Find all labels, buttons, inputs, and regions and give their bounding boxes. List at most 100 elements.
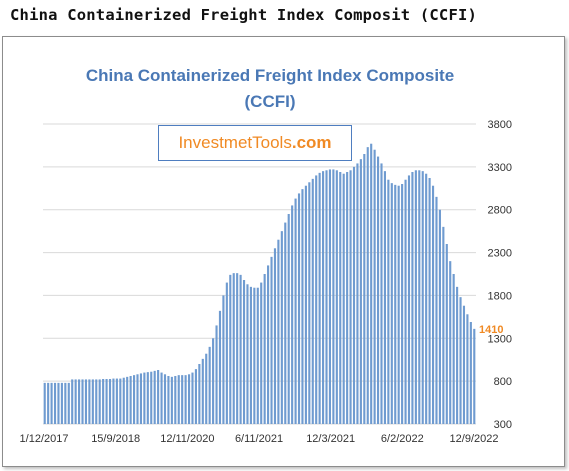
bar (469, 322, 472, 424)
bar (108, 379, 112, 424)
x-tick-label: 12/11/2020 (160, 433, 214, 445)
y-tick-label: 1800 (488, 290, 512, 302)
bar (88, 379, 91, 424)
y-tick-label: 3300 (488, 162, 512, 174)
bar (466, 314, 469, 424)
bar (462, 305, 466, 424)
bar (346, 172, 349, 424)
bar (407, 175, 411, 424)
bar (445, 244, 448, 424)
bar (98, 379, 101, 424)
bar (315, 175, 318, 424)
bar (163, 374, 167, 424)
bar (352, 166, 356, 424)
bar (105, 379, 108, 424)
bar (431, 185, 435, 424)
bar (91, 379, 94, 424)
bar (253, 287, 256, 424)
bar (129, 376, 132, 424)
page-title: China Containerized Freight Index Compos… (10, 6, 478, 24)
bar (394, 184, 397, 424)
bar (246, 284, 249, 424)
bar (187, 374, 191, 424)
x-tick-label: 12/9/2022 (450, 433, 499, 445)
bar (157, 370, 160, 424)
bar (260, 282, 263, 424)
bar (277, 239, 280, 424)
bar (267, 265, 270, 424)
bar (78, 379, 81, 424)
bar (146, 372, 149, 424)
bar (301, 189, 304, 424)
bar (160, 372, 163, 424)
y-tick-label: 1300 (488, 333, 512, 345)
bar (136, 374, 139, 424)
bar (256, 287, 259, 424)
bar (473, 328, 476, 424)
bar (181, 375, 184, 424)
bar (304, 185, 307, 424)
bar (311, 178, 314, 424)
bar (215, 325, 218, 424)
bar (122, 377, 125, 424)
watermark-brand: InvestmetTools (178, 133, 292, 152)
bar (325, 170, 328, 424)
bar (294, 198, 297, 424)
bar (81, 379, 84, 424)
bar (53, 382, 57, 424)
bar (249, 286, 252, 424)
bar (198, 364, 201, 424)
bar (102, 379, 105, 424)
bar (280, 231, 283, 424)
bar (212, 338, 215, 424)
bar (349, 170, 352, 424)
bar (383, 171, 386, 424)
bar (232, 273, 235, 424)
bar (380, 163, 383, 424)
bar (208, 346, 211, 424)
bar (50, 382, 53, 424)
bar (342, 173, 345, 424)
bar (363, 154, 366, 424)
y-tick-label: 2800 (488, 205, 512, 217)
bar (284, 222, 287, 424)
bar (449, 261, 452, 424)
bar (373, 149, 376, 424)
bar (411, 172, 414, 424)
bar (95, 379, 98, 424)
bar (335, 170, 338, 424)
watermark-tld: .com (291, 133, 332, 152)
bar (438, 209, 441, 424)
y-tick-label: 800 (494, 376, 512, 388)
bar (404, 179, 407, 424)
bar (194, 369, 197, 424)
bar (112, 378, 115, 424)
bar (376, 156, 380, 425)
bar (222, 295, 225, 424)
bar (225, 282, 228, 424)
bar (425, 173, 428, 424)
bar (139, 373, 143, 424)
bar (236, 273, 239, 424)
bar (359, 159, 362, 424)
bar (64, 382, 67, 424)
x-tick-label: 12/3/2021 (306, 433, 355, 445)
bar (332, 169, 335, 424)
bar (308, 182, 311, 424)
bar (67, 382, 70, 424)
bar (115, 378, 118, 424)
bar (201, 358, 204, 424)
bar (390, 183, 393, 424)
bar (119, 378, 122, 424)
bar (263, 274, 266, 424)
bar (242, 280, 246, 424)
bar (150, 371, 153, 424)
watermark-box: InvestmetTools.com (158, 125, 352, 161)
last-value-label: 1410 (479, 324, 503, 336)
bar (387, 179, 390, 424)
bar (414, 170, 417, 424)
bar (459, 297, 462, 424)
y-tick-label: 2300 (488, 248, 512, 260)
chart-title: China Containerized Freight Index Compos… (85, 66, 455, 85)
bar (452, 274, 455, 424)
